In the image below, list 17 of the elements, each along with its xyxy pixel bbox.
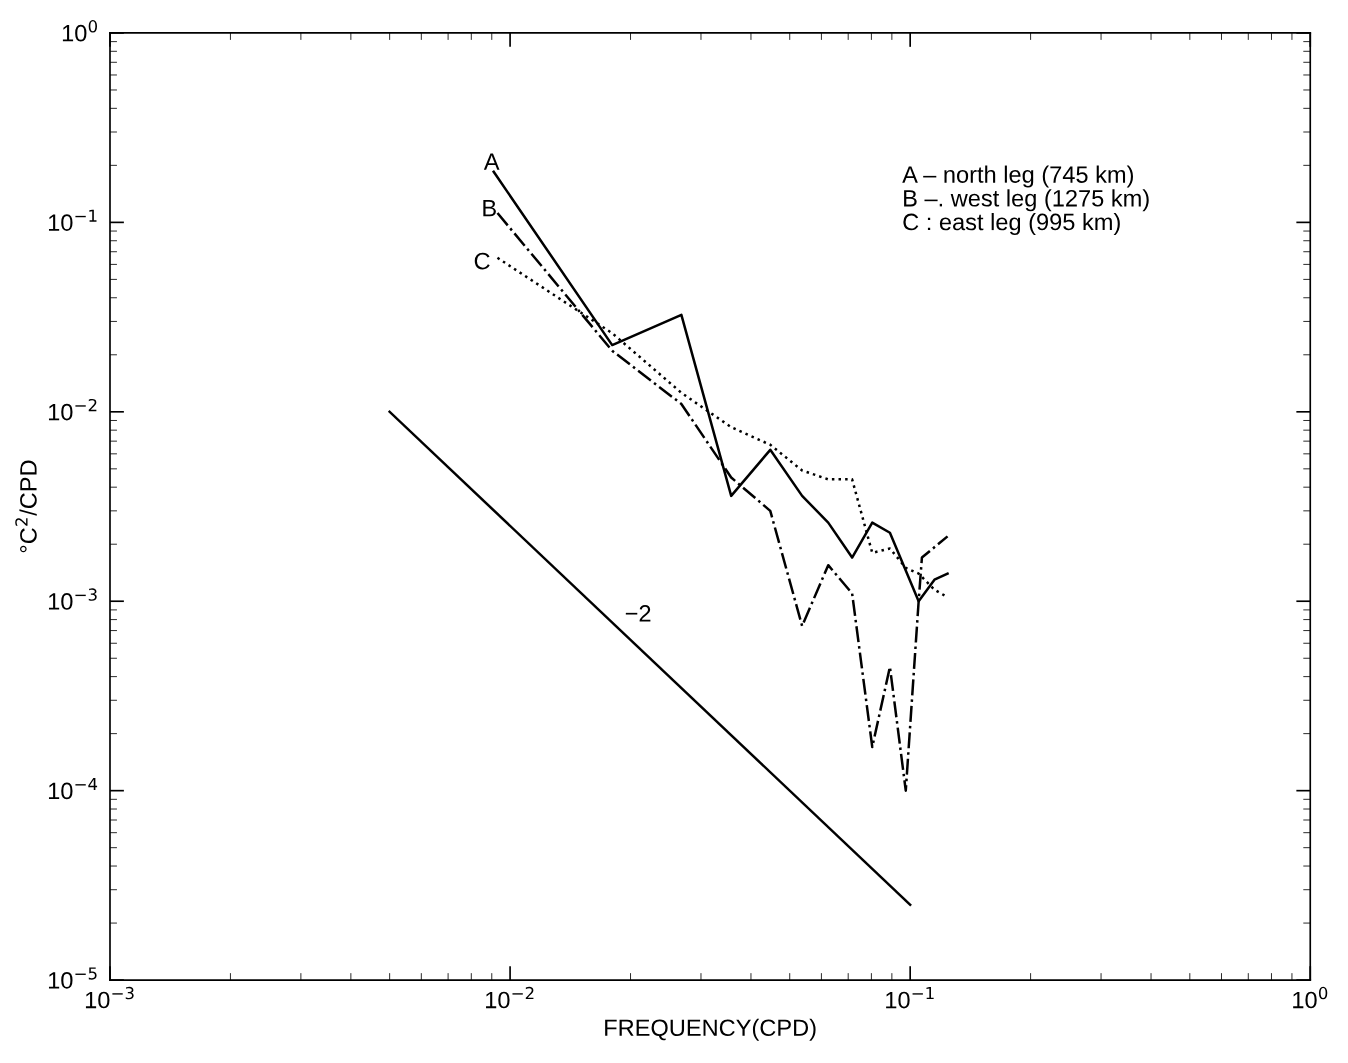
annotation: A – north leg (745 km) B –. west leg (1275 km) C : east leg (995 km): [902, 165, 1149, 235]
annotation: A: [483, 153, 500, 170]
annotation: C: [474, 252, 490, 270]
y-tick-label: 10$^{0}$: [62, 20, 98, 42]
y-axis-title: °C$^{2}$/CPD: [15, 460, 37, 553]
y-tick-label: 10$^{−2}$: [48, 398, 97, 421]
x-axis-title: FREQUENCY(CPD): [605, 1018, 816, 1041]
annotation: −2: [625, 605, 651, 622]
x-tick-label: 10$^{−3}$: [85, 986, 134, 1009]
x-tick-label: 10$^{0}$: [1293, 986, 1328, 1009]
x-tick-label: 10$^{−2}$: [486, 986, 534, 1009]
y-tick-label: 10$^{−4}$: [48, 777, 98, 800]
y-tick-label: 10$^{−3}$: [48, 588, 97, 610]
y-tick-label: 10$^{−1}$: [48, 209, 97, 232]
y-tick-label: 10$^{−5}$: [48, 967, 97, 989]
annotation: B: [483, 199, 496, 217]
x-tick-label: 10$^{−1}$: [886, 987, 934, 1009]
